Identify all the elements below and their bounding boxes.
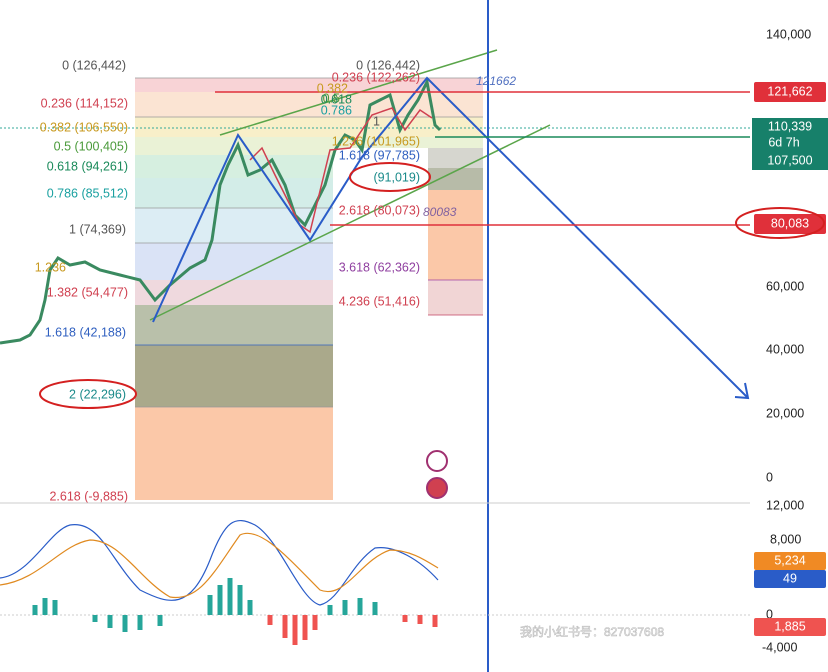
fib-label: 1 (373, 114, 380, 128)
fib-right-labels: 0 (126,442) 0.236 (122,262) 0.382 0.5 0.… (317, 58, 420, 308)
macd-histogram (267, 615, 438, 645)
fib-label: 0.5 (323, 91, 340, 105)
watermark: 我的小红书号：827037608 (520, 624, 664, 639)
axis-label: 8,000 (770, 532, 801, 546)
signal-line (0, 532, 439, 599)
fib-label: 0.236 (114,152) (41, 96, 128, 110)
macd-tag: 49 (783, 571, 797, 585)
fib-left-labels: 0 (126,442) 0.236 (114,152) 0.382 (106,5… (35, 58, 128, 503)
axis-label: 60,000 (766, 279, 804, 293)
fib-label: 1.618 (42,188) (45, 325, 126, 339)
fib-label: 0.786 (85,512) (47, 186, 128, 200)
highlight-ellipses (39, 162, 825, 409)
arrow-head (734, 382, 750, 400)
icon[interactable] (426, 477, 448, 499)
macd-line (0, 520, 439, 606)
price-tag: 80,083 (771, 216, 809, 230)
fib-label: 0.5 (100,405) (54, 139, 128, 153)
fib-label: 0 (126,442) (62, 58, 126, 72)
price-candles-down (249, 107, 433, 234)
fib-label: 0.382 (317, 81, 348, 95)
fib-label: 0.786 (321, 103, 352, 117)
axis-label: 0 (766, 470, 773, 484)
countdown: 6d 7h (768, 135, 799, 149)
tag-bg (754, 214, 826, 234)
price-axis: 140,000 60,000 40,000 20,000 0 (766, 27, 811, 484)
fib-label: 3.618 (62,362) (339, 260, 420, 274)
fib-label: 0.236 (122,262) (332, 70, 420, 84)
fib-label: 4.236 (51,416) (339, 294, 420, 308)
axis-label: -4,000 (762, 640, 797, 654)
macd-axis: 12,000 8,000 0 -4,000 (762, 498, 804, 654)
fib-label: 1 (74,369) (69, 222, 126, 236)
fib-label: 1.382 (54,477) (47, 285, 128, 299)
fib-label: 2 (22,296) (69, 387, 126, 401)
axis-label: 140,000 (766, 27, 811, 41)
fib-label: 0.382 (106,550) (40, 120, 128, 134)
price-tag: 110,339 (768, 119, 812, 133)
price-candles (0, 77, 442, 345)
fib-label: 1.618 (97,785) (339, 148, 420, 162)
annotation: 121662 (476, 74, 516, 88)
fib-label: 1.236 (35, 260, 66, 274)
fib-label: 0.618 (321, 92, 352, 106)
tag-bg (754, 570, 826, 588)
tag-bg (754, 82, 826, 102)
fib-label: 2.618 (-9,885) (49, 489, 128, 503)
macd-tag: 1,885 (774, 619, 805, 633)
wave-path (152, 76, 749, 399)
axis-label: 0 (766, 607, 773, 621)
axis-label: 12,000 (766, 498, 804, 512)
tag-bg (752, 118, 828, 170)
fib-bands (135, 77, 483, 500)
fib-label: 0 (126,442) (356, 58, 420, 72)
fib-label: 1.236 (101,965) (332, 134, 420, 148)
icon[interactable] (426, 450, 448, 472)
annotation: 80083 (423, 205, 457, 219)
fib-label: 2.618 (80,073) (339, 203, 420, 217)
macd-histogram (32, 578, 378, 632)
price-tag: 107,500 (767, 153, 812, 167)
axis-label: 20,000 (766, 406, 804, 420)
price-tag: 121,662 (767, 84, 812, 98)
tag-bg (754, 618, 826, 636)
axis-label: 40,000 (766, 342, 804, 356)
fib-label: 0.618 (94,261) (47, 159, 128, 173)
tag-bg (754, 552, 826, 570)
macd-tag: 5,234 (774, 553, 805, 567)
fib-label: (91,019) (373, 170, 420, 184)
